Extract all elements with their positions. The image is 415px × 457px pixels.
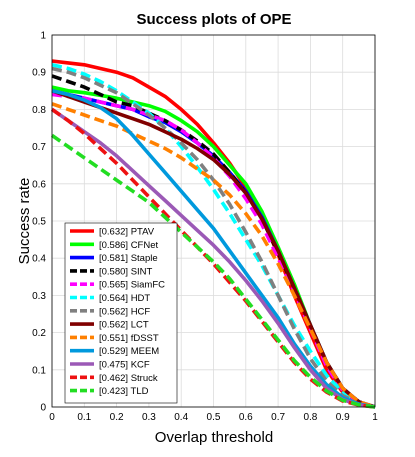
y-tick-label: 0.1 (32, 365, 46, 376)
legend-label-siamfc: [0.565] SiamFC (99, 280, 165, 291)
legend-label-kcf: [0.475] KCF (99, 360, 150, 371)
y-tick-label: 0.9 (32, 68, 46, 79)
series-line-fdsst (51, 102, 376, 409)
y-tick-label: 1 (40, 31, 46, 42)
x-tick-label: 0.3 (142, 412, 156, 423)
legend: [0.632] PTAV [0.586] CFNet [0.581] Staple [… (64, 222, 178, 404)
y-tick-label: 0.4 (32, 254, 46, 265)
legend-label-sint: [0.580] SINT (99, 266, 153, 277)
series-lines (50, 59, 376, 409)
y-tick-label: 0.7 (32, 142, 46, 153)
y-tick-label: 0.5 (32, 217, 46, 228)
x-tick-labels: 0 0.1 0.2 0.3 0.4 0.5 0.6 0.7 0.8 0.9 1 (49, 412, 378, 423)
x-tick-label: 0.5 (207, 412, 221, 423)
legend-label-hdt: [0.564] HDT (99, 293, 150, 304)
legend-label-fdsst: [0.551] fDSST (99, 333, 159, 344)
x-tick-label: 0.2 (110, 412, 124, 423)
y-tick-label: 0.2 (32, 328, 46, 339)
y-axis-label: Success rate (16, 178, 33, 265)
plot-frame (51, 34, 376, 408)
x-tick-label: 1 (372, 412, 378, 423)
chart-title: Success plots of OPE (136, 11, 291, 28)
x-tick-label: 0.6 (239, 412, 253, 423)
x-tick-label: 0 (49, 412, 55, 423)
series-line-tld (50, 133, 376, 409)
legend-label-hcf: [0.562] HCF (99, 306, 150, 317)
legend-box (64, 222, 178, 404)
series-line-hcf (51, 66, 376, 409)
legend-label-meem: [0.529] MEEM (99, 346, 159, 357)
y-tick-labels: 0 0.1 0.2 0.3 0.4 0.5 0.6 0.7 0.8 0.9 1 (32, 31, 46, 414)
series-line-struck (50, 107, 376, 409)
series-line-meem (51, 89, 376, 409)
series-line-kcf (50, 107, 376, 409)
legend-label-tld: [0.423] TLD (99, 386, 149, 397)
y-tick-label: 0.3 (32, 291, 46, 302)
x-tick-label: 0.1 (77, 412, 91, 423)
series-line-siamfc (51, 92, 376, 409)
legend-label-staple: [0.581] Staple (99, 253, 158, 264)
x-tick-label: 0.4 (174, 412, 188, 423)
x-tick-label: 0.9 (336, 412, 350, 423)
x-axis-label: Overlap threshold (155, 429, 273, 446)
legend-label-ptav: [0.632] PTAV (99, 227, 155, 238)
legend-label-lct: [0.562] LCT (99, 320, 149, 331)
y-tick-label: 0.6 (32, 179, 46, 190)
y-tick-label: 0.8 (32, 105, 46, 116)
x-tick-label: 0.7 (271, 412, 285, 423)
y-tick-label: 0 (40, 403, 46, 414)
x-tick-label: 0.8 (303, 412, 317, 423)
legend-label-struck: [0.462] Struck (99, 373, 158, 384)
legend-label-cfnet: [0.586] CFNet (99, 240, 158, 251)
